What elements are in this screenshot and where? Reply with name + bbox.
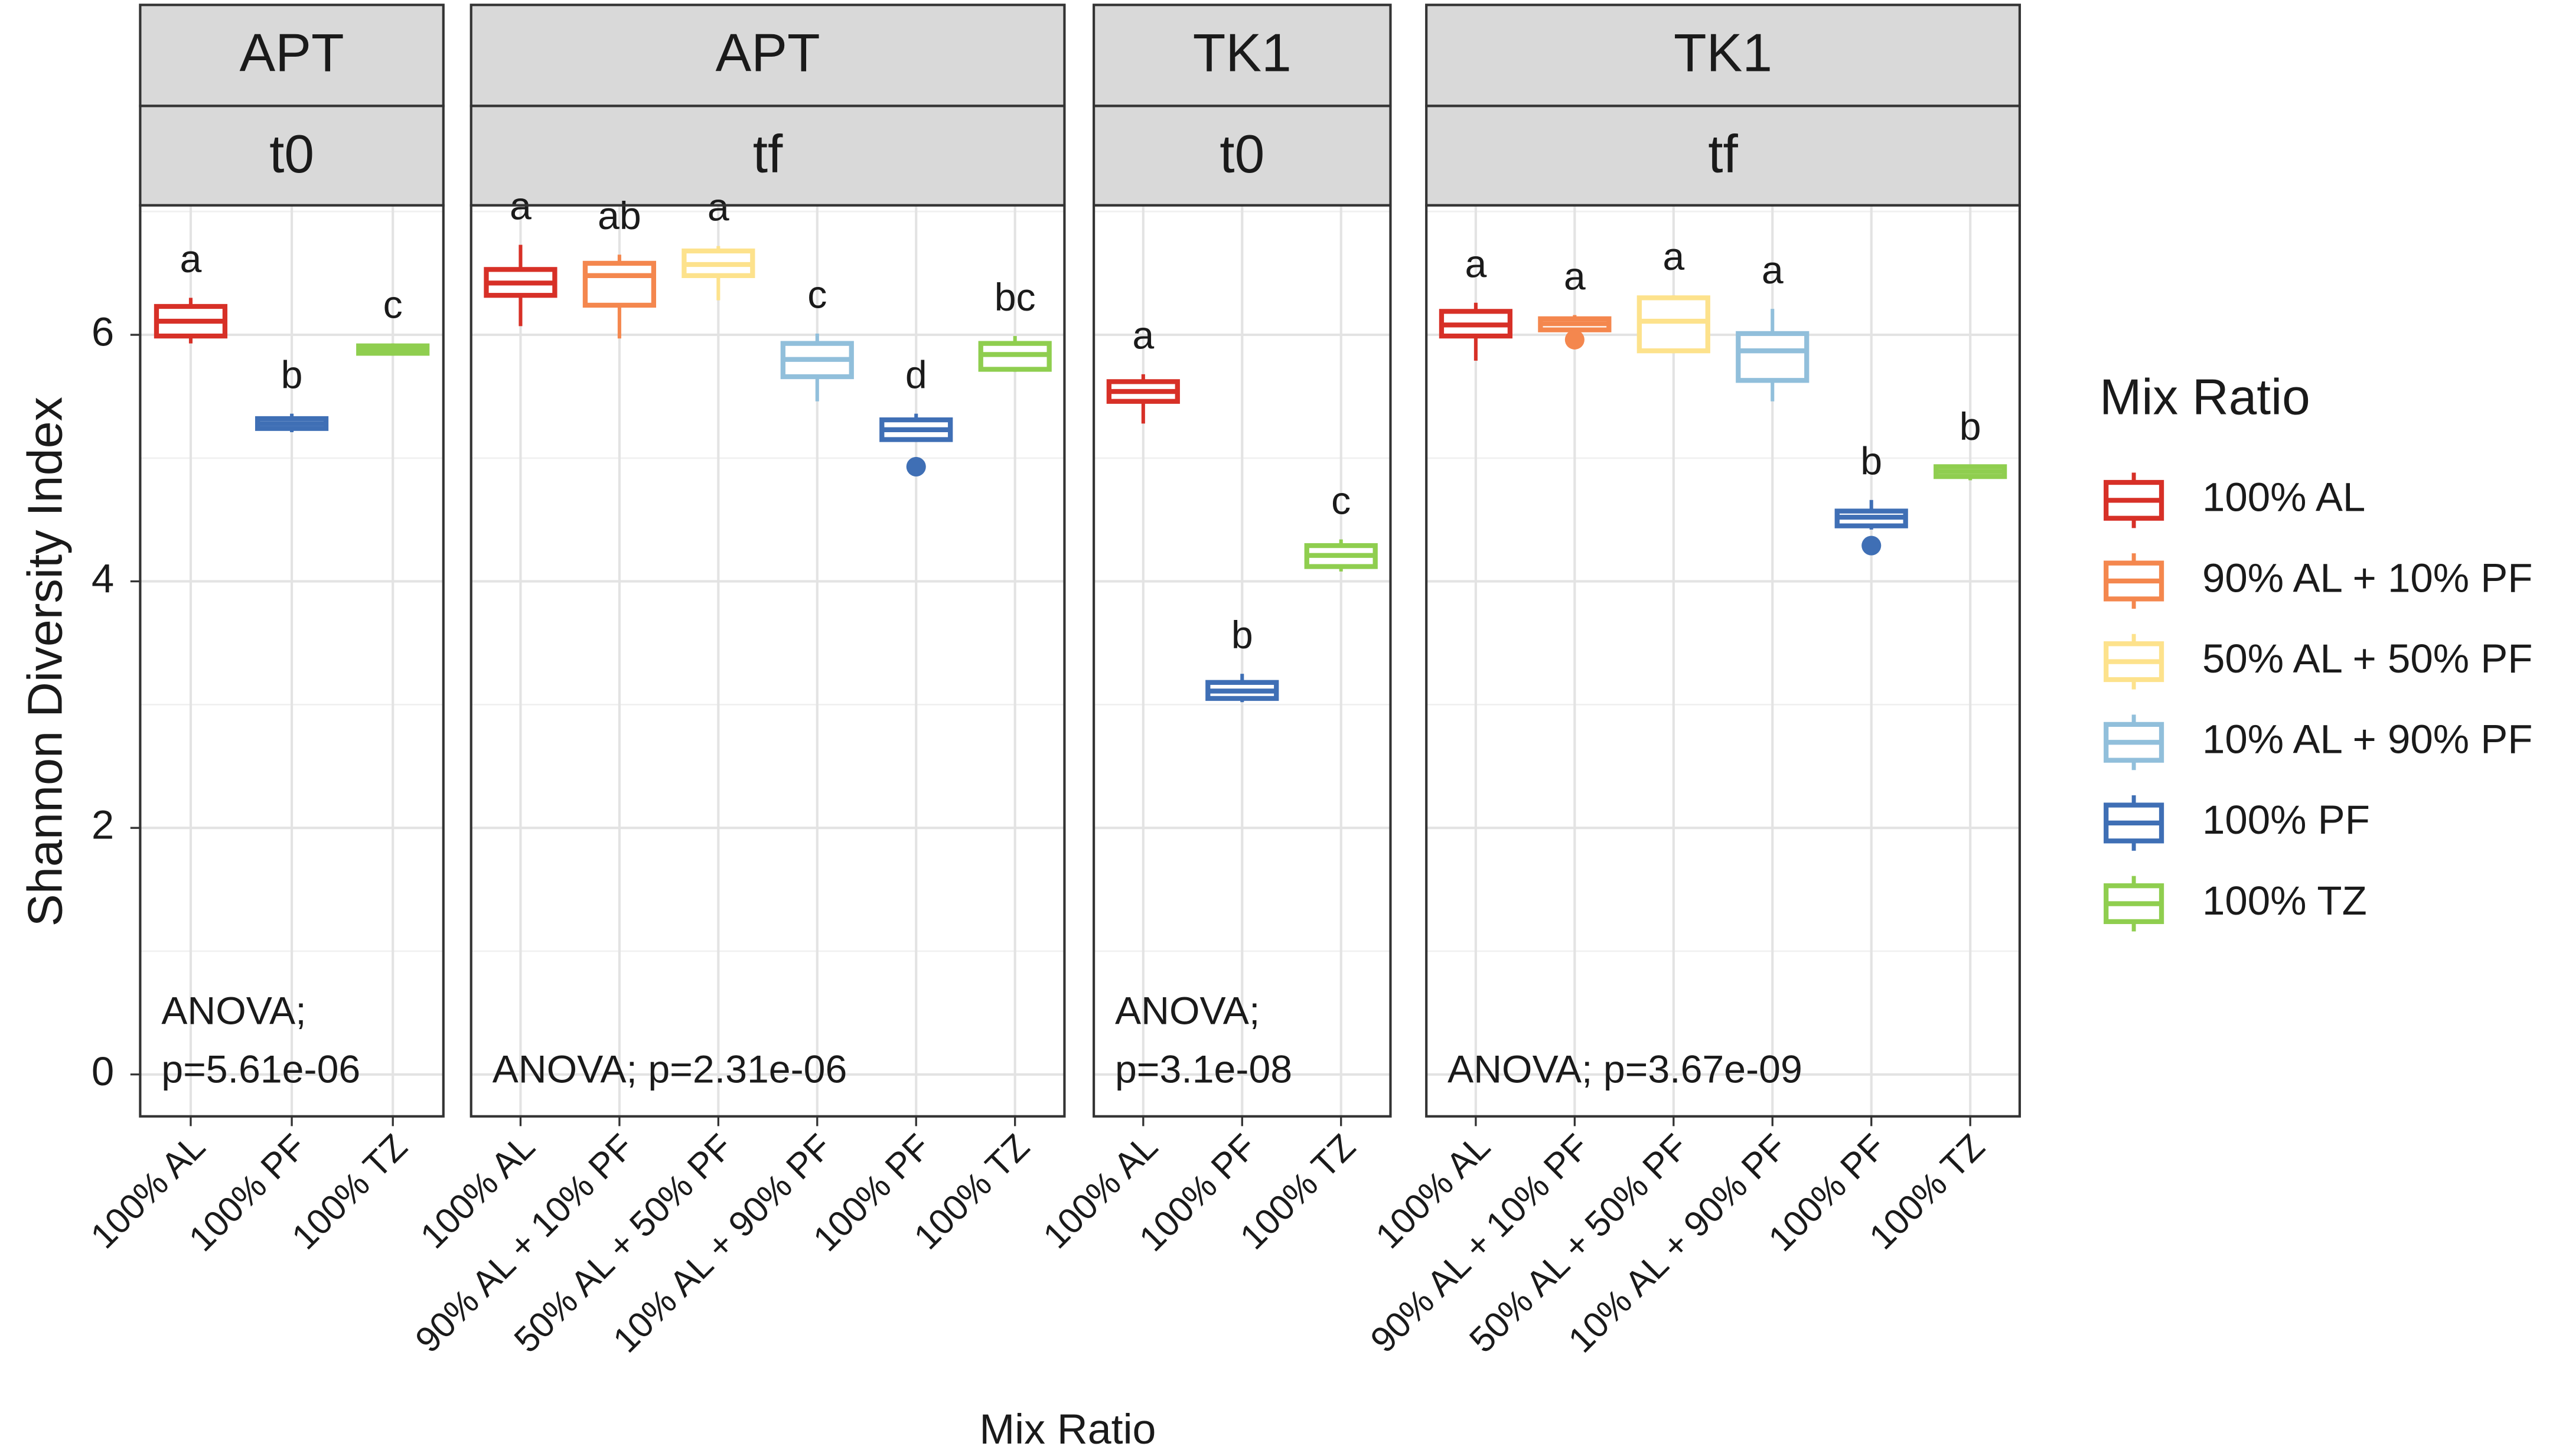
box-letter: a [708,185,729,229]
strip-label: TK1 [1193,24,1292,83]
box [582,260,656,308]
y-tick-label: 2 [92,802,114,847]
panel [471,205,1065,1117]
y-axis-label: Shannon Diversity Index [18,397,73,926]
outlier [906,456,926,476]
y-tick-label: 4 [92,556,114,601]
box-letter: a [1564,254,1586,298]
strip-label: TK1 [1674,24,1772,83]
panel-border [470,204,1066,1118]
annotation: p=5.61e-06 [161,1048,360,1092]
strip [470,105,1066,207]
strip-label: APT [240,24,344,83]
annotation: ANOVA; [161,989,306,1033]
box-letter: a [1662,235,1684,279]
box-letter: a [180,237,202,281]
box-letter: d [905,353,927,397]
box-letter: b [1960,405,1981,449]
box-letter: b [1231,613,1253,657]
box-letter: b [281,353,303,397]
y-tick-label: 6 [92,309,114,354]
legend-label: 100% AL [2202,475,2365,520]
panel-border [1425,204,2021,1118]
strip [1093,105,1392,207]
strip-label: tf [1708,125,1738,184]
box-letter: c [807,273,827,317]
y-tick-label: 0 [92,1049,114,1094]
annotation: p=3.1e-08 [1115,1048,1292,1092]
annotation: ANOVA; [1115,989,1260,1033]
box-letter: bc [995,276,1036,319]
strip-label: APT [715,24,820,83]
legend-title: Mix Ratio [2099,370,2310,426]
strip-label: t0 [1220,125,1264,184]
box-letter: c [383,283,403,327]
box-letter: b [1860,440,1882,484]
legend-label: 10% AL + 90% PF [2202,717,2532,762]
strip [1425,4,2021,107]
legend-label: 100% PF [2202,797,2370,843]
box-letter: a [1465,243,1486,286]
box [1736,331,1810,383]
box-letter: ab [598,194,641,238]
strip-label: t0 [269,125,314,184]
outlier [1564,329,1585,350]
strip [470,4,1066,107]
annotation: ANOVA; p=2.31e-06 [493,1048,847,1092]
outlier [1861,536,1882,556]
box-letter: a [1132,314,1154,358]
panel [1426,205,2020,1117]
annotation: ANOVA; p=3.67e-09 [1447,1048,1802,1092]
panel-border [139,204,445,1118]
panel-border [1093,204,1392,1118]
x-axis-label: Mix Ratio [979,1406,1156,1453]
box [1636,295,1710,354]
box-letter: c [1331,479,1351,523]
legend-label: 90% AL + 10% PF [2202,555,2532,600]
box-letter: a [1762,249,1784,292]
strip [139,4,445,107]
legend-label: 50% AL + 50% PF [2202,636,2532,681]
legend-label: 100% TZ [2202,878,2367,923]
strip-label: tf [753,125,783,184]
strip [1093,4,1392,107]
